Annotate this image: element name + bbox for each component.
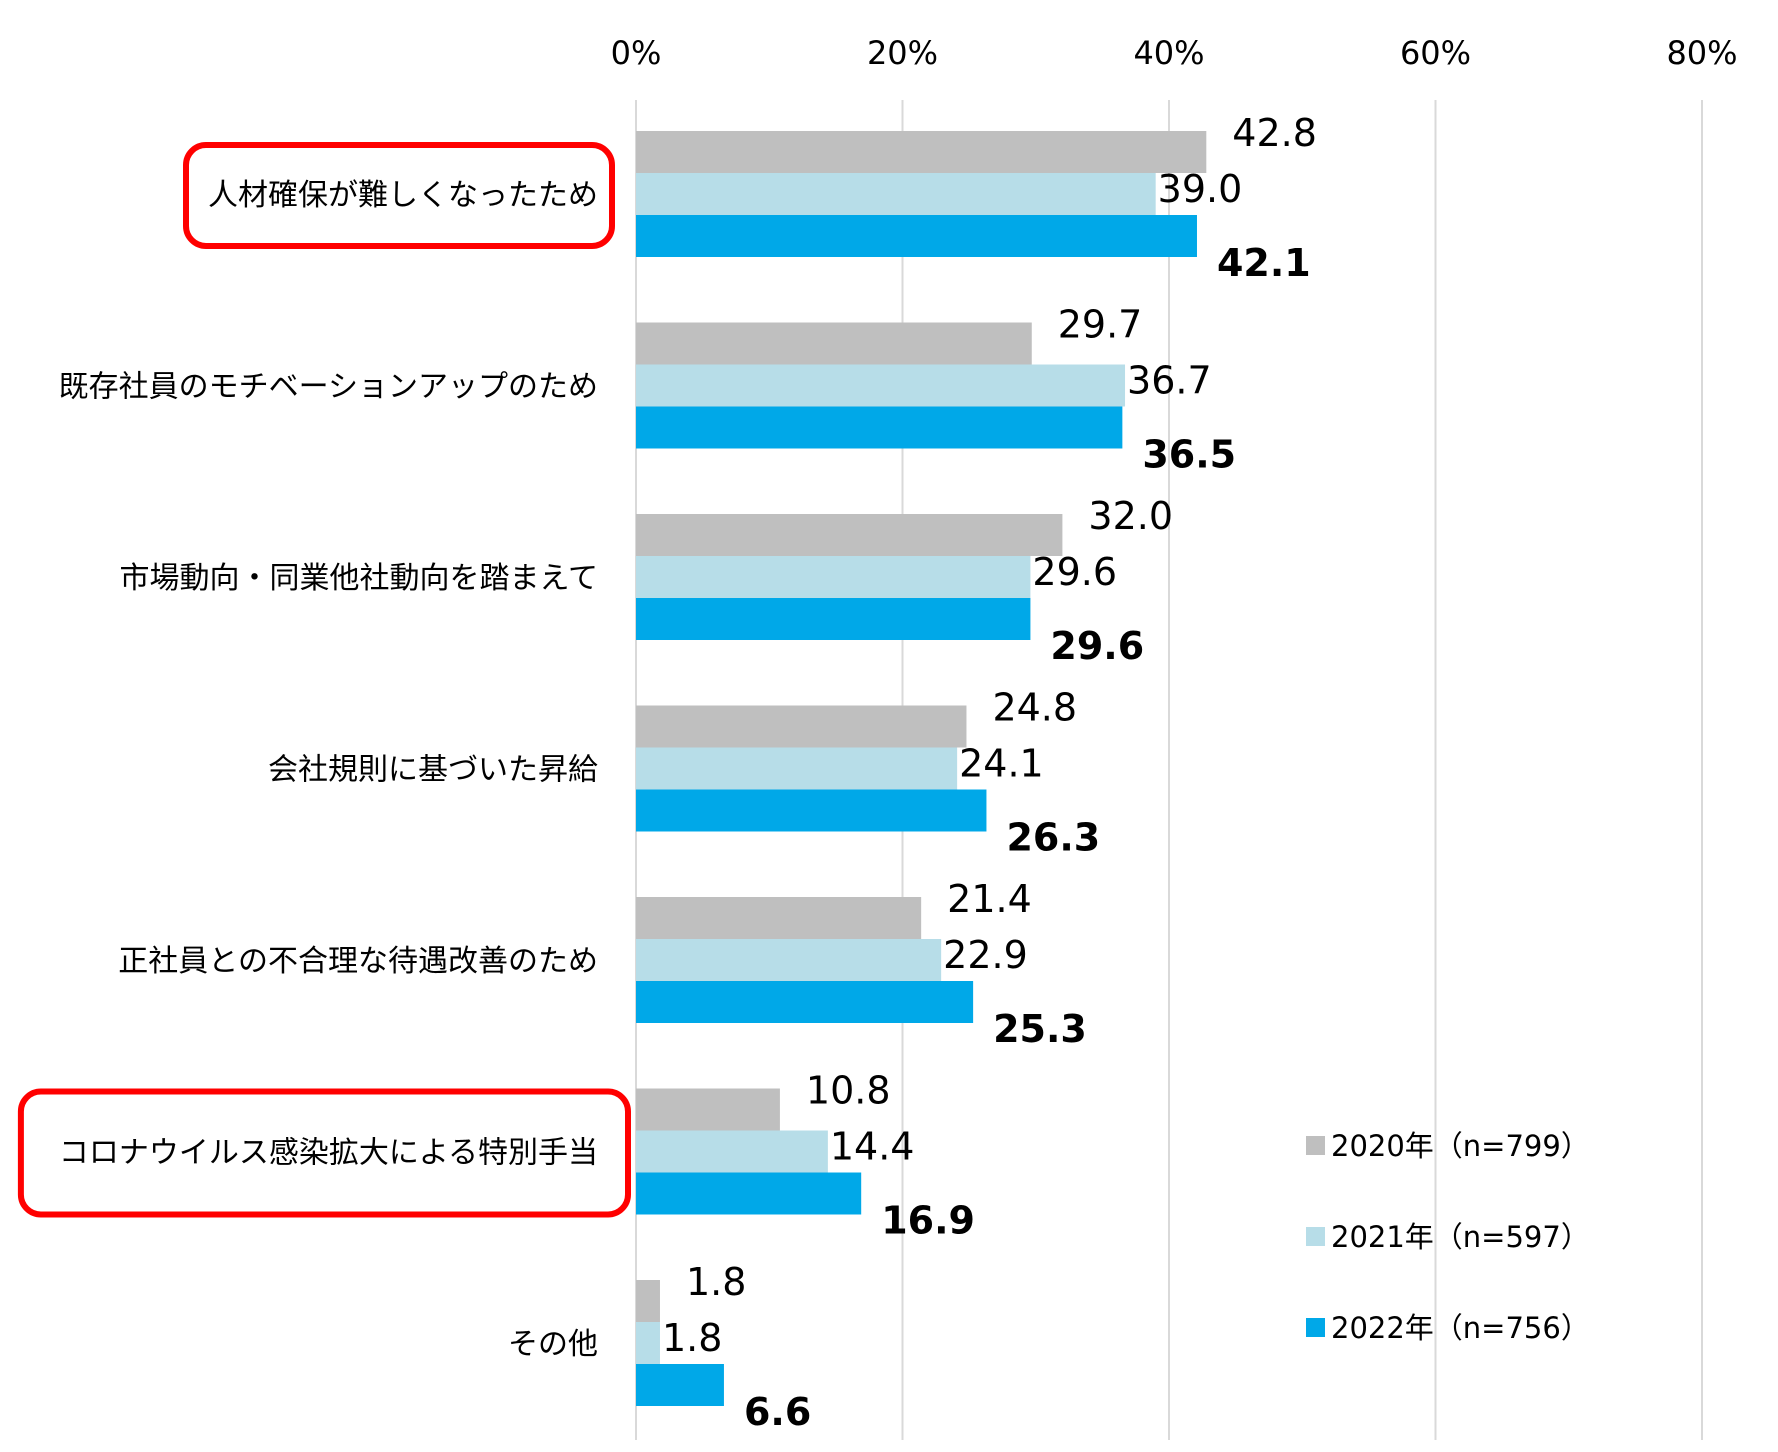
x-tick-label: 60%: [1400, 34, 1471, 72]
x-axis-ticks: 0% 20% 40% 60% 80%: [611, 34, 1738, 72]
data-label: 21.4: [947, 877, 1032, 921]
data-label: 1.8: [686, 1260, 746, 1304]
x-tick-label: 20%: [867, 34, 938, 72]
bar: [636, 364, 1126, 407]
category-label: 人材確保が難しくなったため: [208, 178, 598, 213]
bar: [636, 1322, 660, 1364]
legend-label: 2020年（n=799）: [1331, 1129, 1590, 1163]
category-label: 市場動向・同業他社動向を踏まえて: [120, 561, 599, 596]
data-label: 42.8: [1232, 111, 1317, 155]
x-tick-label: 80%: [1666, 34, 1737, 72]
bar: [636, 1280, 660, 1322]
category-label: 既存社員のモチベーションアップのため: [59, 370, 598, 405]
category-label: 会社規則に基づいた昇給: [268, 753, 598, 788]
bar: [636, 981, 974, 1023]
data-label: 26.3: [1006, 816, 1100, 860]
bar: [636, 514, 1063, 556]
highlight-box: [183, 142, 615, 249]
legend: 2020年（n=799） 2021年（n=597） 2022年（n=756）: [1306, 1129, 1590, 1345]
legend-swatch: [1306, 1227, 1325, 1246]
x-tick-label: 0%: [611, 34, 662, 72]
legend-swatch: [1306, 1136, 1325, 1155]
x-tick-label: 40%: [1133, 34, 1204, 72]
data-label: 25.3: [993, 1007, 1087, 1051]
bar: [636, 406, 1123, 449]
data-label: 29.6: [1050, 624, 1144, 668]
category-label: 正社員との不合理な待遇改善のため: [118, 944, 598, 979]
data-label: 1.8: [662, 1316, 722, 1360]
bar: [636, 173, 1156, 215]
legend-swatch: [1306, 1318, 1325, 1337]
data-label: 29.7: [1058, 303, 1143, 347]
bar: [636, 322, 1032, 365]
data-label: 42.1: [1217, 241, 1311, 285]
data-label: 29.6: [1032, 550, 1117, 594]
data-label: 32.0: [1088, 494, 1173, 538]
bar: [636, 556, 1031, 598]
data-label: 36.7: [1127, 359, 1212, 403]
category-label: その他: [508, 1327, 598, 1362]
data-label: 16.9: [881, 1199, 975, 1243]
bar: [636, 705, 967, 748]
bar: [636, 1088, 780, 1131]
bar: [636, 131, 1207, 173]
data-label: 36.5: [1142, 433, 1236, 477]
data-label: 39.0: [1158, 167, 1243, 211]
data-label: 22.9: [943, 933, 1028, 977]
value-labels: 42.8 39.0 42.1 29.7 36.7 36.5 32.0 29.6 29.6 24.8…: [662, 111, 1317, 1434]
data-label: 6.6: [744, 1390, 811, 1434]
legend-label: 2022年（n=756）: [1331, 1311, 1590, 1345]
bar: [636, 747, 958, 790]
data-label: 24.1: [959, 742, 1044, 786]
bar: [636, 598, 1031, 640]
bars: [636, 131, 1207, 1406]
bar: [636, 939, 942, 981]
legend-label: 2021年（n=597）: [1331, 1220, 1590, 1254]
bar: [636, 1364, 724, 1406]
bar: [636, 1130, 828, 1173]
data-label: 14.4: [830, 1125, 915, 1169]
bar: [636, 897, 922, 939]
bar: [636, 1172, 862, 1215]
bar: [636, 215, 1197, 257]
data-label: 24.8: [992, 686, 1077, 730]
bar: [636, 789, 987, 832]
category-label: コロナウイルス感染拡大による特別手当: [59, 1136, 598, 1171]
category-labels: 人材確保が難しくなったため既存社員のモチベーションアップのため市場動向・同業他社…: [17, 142, 631, 1362]
data-label: 10.8: [806, 1069, 891, 1113]
highlight-box: [17, 1088, 631, 1218]
